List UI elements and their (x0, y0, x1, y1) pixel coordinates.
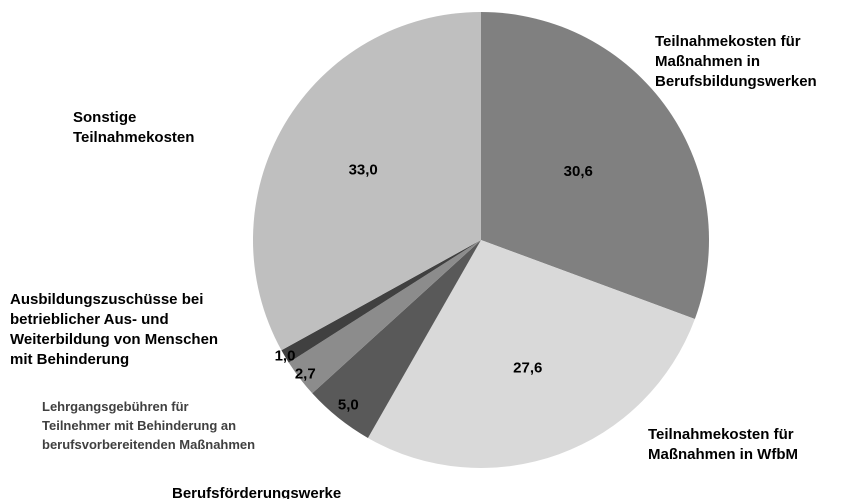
pie-slice (252, 12, 481, 351)
pie-slice (312, 240, 481, 438)
category-label: Sonstige Teilnahmekosten (73, 109, 195, 146)
value-label: 5,0 (338, 396, 359, 413)
value-label: 33,0 (349, 161, 378, 178)
value-label: 1,0 (275, 347, 296, 364)
category-label: Berufsförderungswerke (172, 485, 342, 499)
category-label: Teilnahmekosten für Maßnahmen in Berufsb… (655, 33, 817, 90)
category-label: Lehrgangsgebühren für Teilnehmer mit Beh… (42, 399, 256, 452)
pie-slice (281, 240, 481, 363)
value-label: 30,6 (564, 163, 593, 180)
value-label: 27,6 (513, 360, 542, 377)
value-label: 2,7 (295, 365, 316, 382)
category-label: Ausbildungszuschüsse bei betrieblicher A… (10, 291, 219, 368)
pie-slice (288, 240, 481, 394)
pie-slice (481, 12, 709, 319)
pie-slice (367, 240, 695, 468)
category-label: Teilnahmekosten für Maßnahmen in WfbM (648, 426, 798, 463)
